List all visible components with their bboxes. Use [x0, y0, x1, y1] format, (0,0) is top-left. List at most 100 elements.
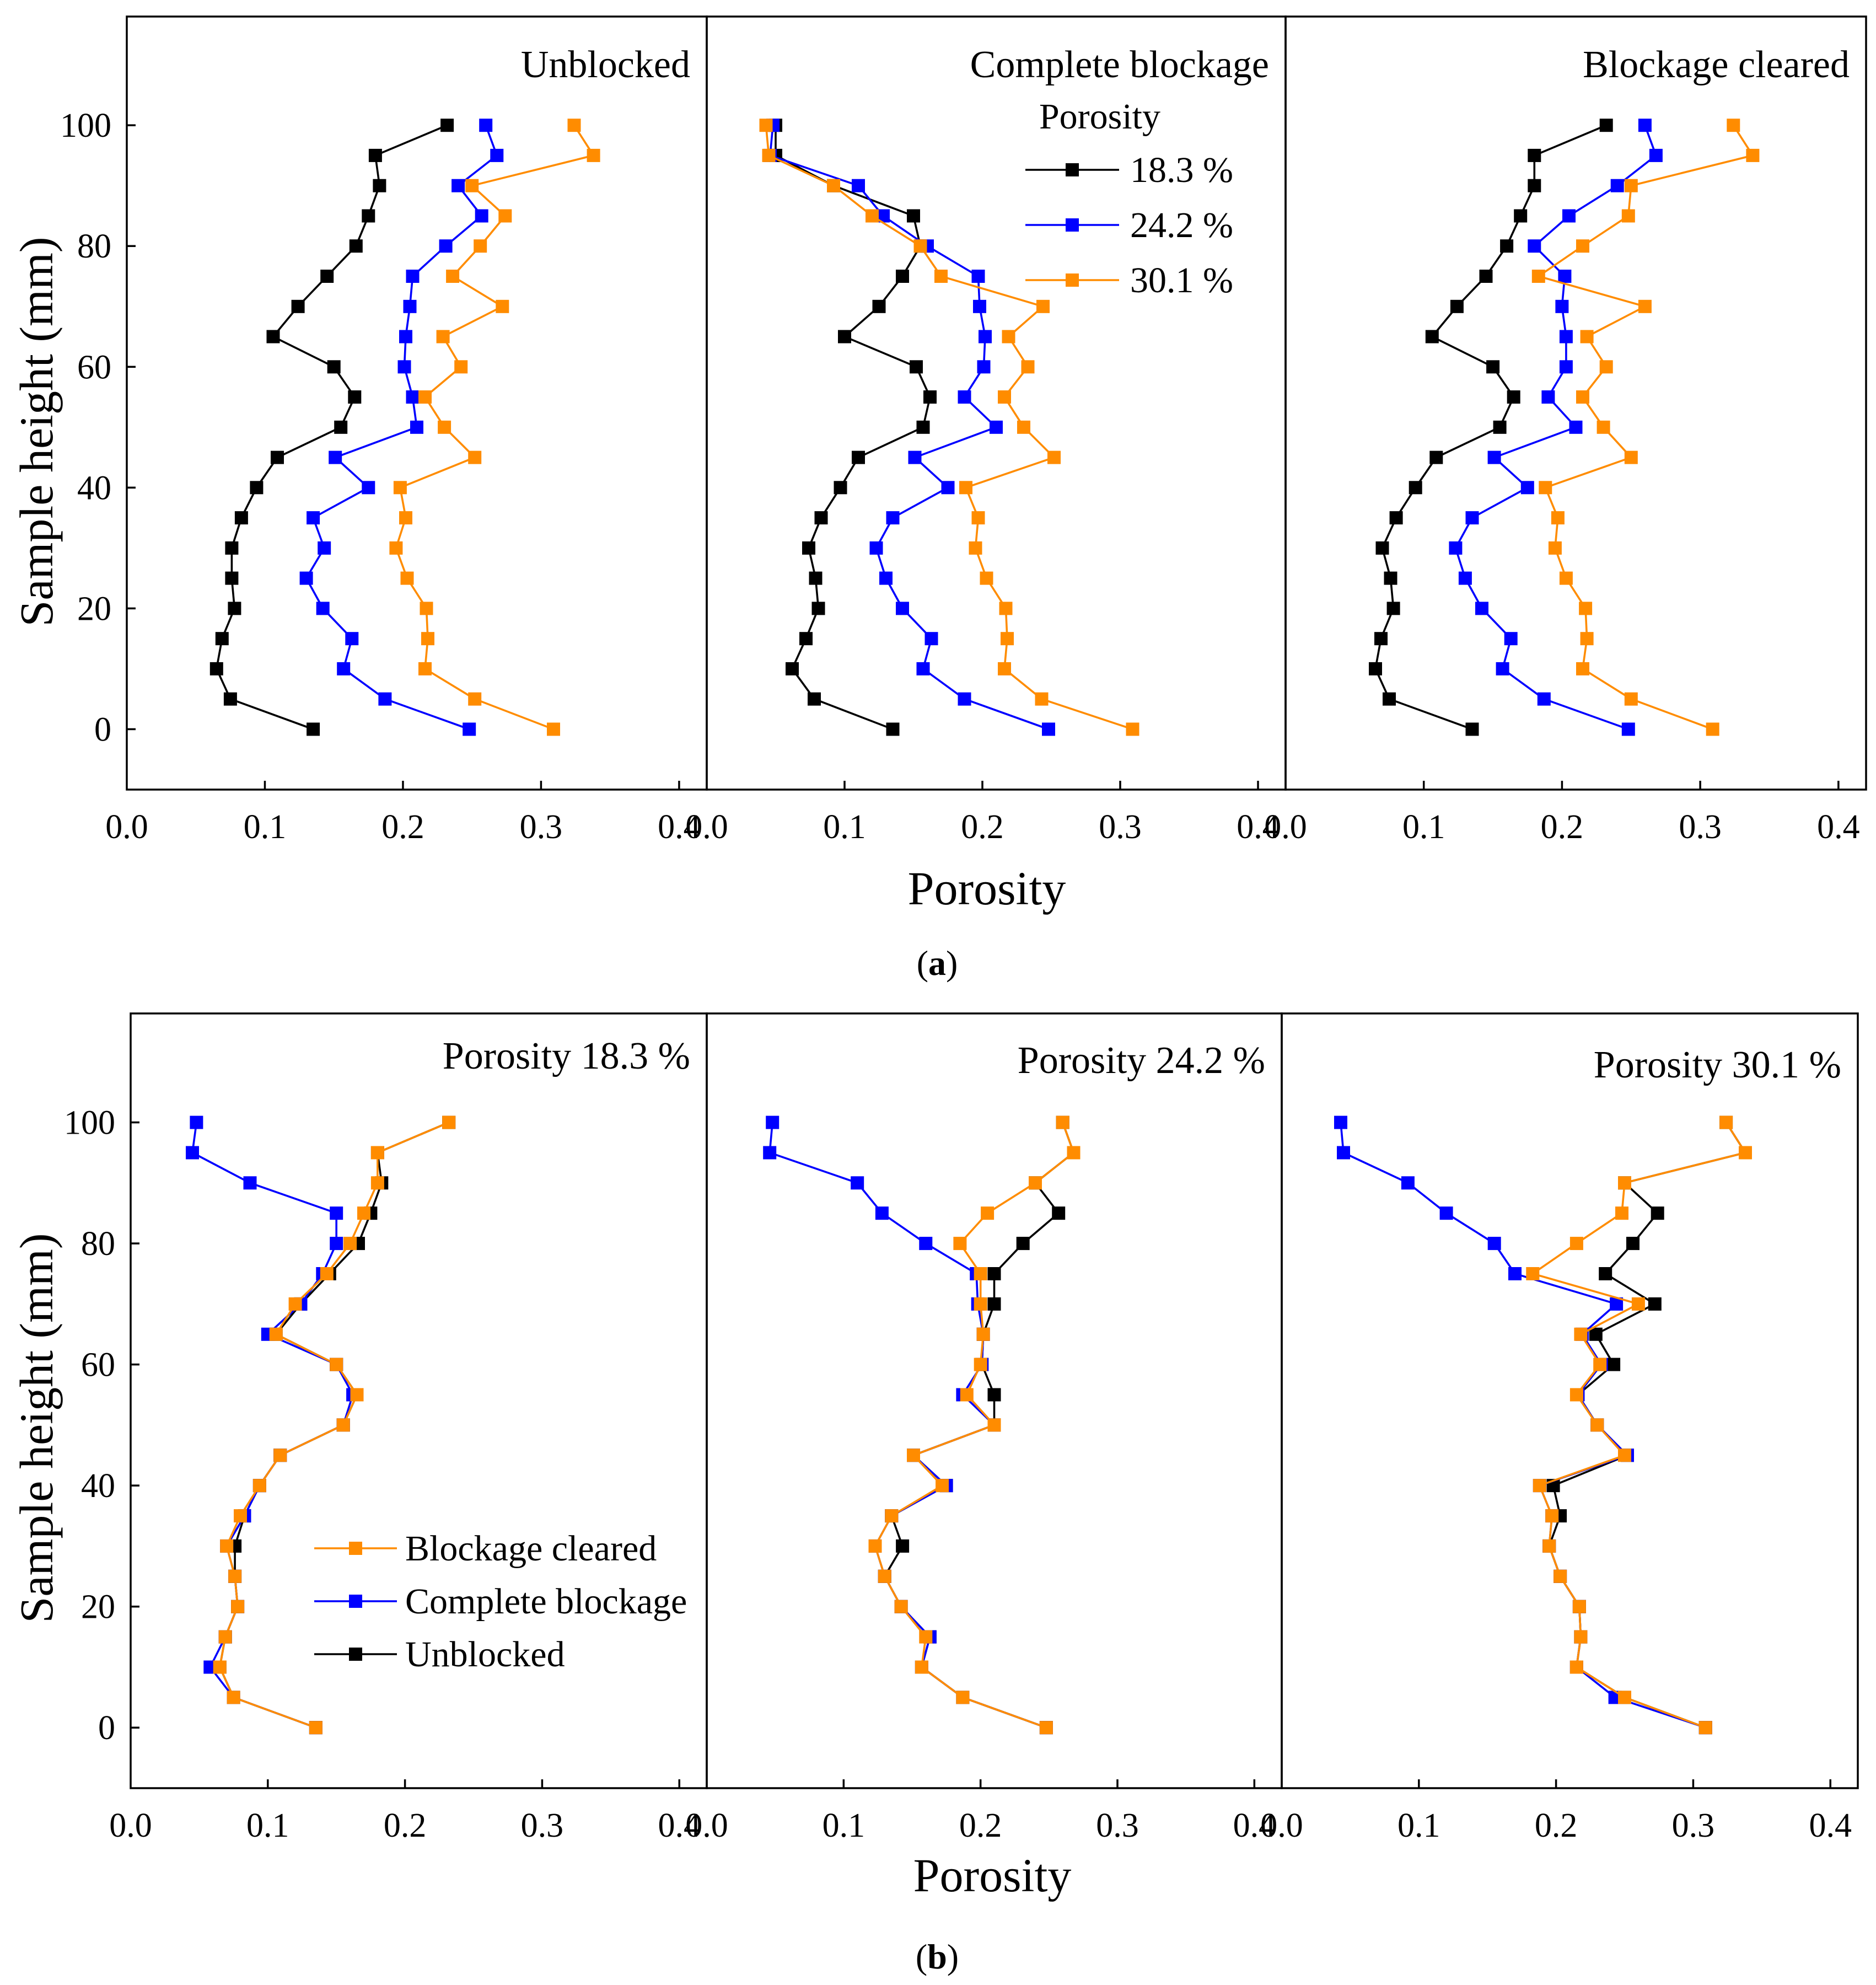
data-point: [916, 662, 930, 675]
series-unblocked: [878, 1115, 1081, 1735]
data-point: [350, 1388, 364, 1402]
data-point: [468, 450, 482, 464]
data-point: [1514, 209, 1528, 223]
data-point: [990, 420, 1003, 434]
data-point: [1545, 1509, 1559, 1523]
data-point: [1621, 209, 1635, 223]
data-point: [1036, 299, 1050, 313]
data-point: [1580, 330, 1594, 344]
data-point: [969, 541, 982, 555]
data-point: [320, 270, 334, 283]
data-point: [1507, 390, 1520, 404]
x-tick-label: 0.1: [1397, 1807, 1440, 1844]
data-point: [330, 1358, 343, 1371]
x-tick-label: 0.2: [384, 1807, 427, 1844]
data-point: [266, 330, 280, 344]
x-tick-label: 0.2: [959, 1807, 1002, 1844]
y-tick-label: 100: [60, 107, 111, 144]
data-point: [981, 1206, 995, 1220]
data-point: [971, 270, 985, 283]
series-30-1-: [759, 119, 1139, 736]
data-point: [1401, 1176, 1415, 1190]
data-point: [1555, 299, 1569, 313]
data-point: [1035, 692, 1049, 706]
data-point: [403, 299, 417, 313]
data-point: [436, 330, 450, 344]
data-point: [1719, 1115, 1733, 1129]
data-point: [327, 360, 341, 374]
figure-a-x-axis-title: Porosity: [908, 862, 1066, 915]
data-point: [1487, 1237, 1501, 1251]
data-point: [974, 1358, 987, 1371]
data-point: [1450, 299, 1464, 313]
x-tick-label: 0.3: [1679, 808, 1722, 846]
panel-2: 0.0 0.1 0.2 0.3 0.4 Complete blockage: [685, 15, 1287, 846]
y-tick-label: 100: [64, 1104, 115, 1142]
data-point: [370, 1176, 384, 1190]
data-point: [1624, 450, 1638, 464]
figure-b-caption-open: (: [916, 1937, 927, 1976]
data-point: [915, 1660, 928, 1674]
data-point: [1383, 692, 1396, 706]
x-tick-label: 0.0: [109, 1807, 152, 1844]
data-point: [320, 1267, 334, 1280]
data-point: [1409, 481, 1422, 495]
data-point: [357, 1206, 370, 1220]
panel-frame: [1281, 1012, 1859, 1789]
y-tick-label: 20: [77, 590, 111, 627]
data-point: [397, 360, 411, 374]
data-point: [866, 209, 879, 223]
data-point: [974, 1267, 987, 1280]
data-point: [190, 1115, 203, 1129]
data-point: [318, 541, 331, 555]
data-point: [953, 1237, 967, 1251]
panel-title: Porosity 24.2 %: [1018, 1039, 1265, 1082]
x-tick-label: 0.2: [961, 808, 1004, 846]
data-point: [1029, 1176, 1042, 1190]
panel-4: 0.0 0.1 0.2 0.3 0.4 0 20 40 60 80 100 Porosity 18.3…: [64, 1012, 708, 1844]
data-point: [316, 602, 330, 615]
data-point: [1624, 179, 1638, 192]
figure-a-legend-label-1: 18.3 %: [1130, 150, 1233, 190]
data-point: [309, 1721, 322, 1735]
y-tick-label: 40: [77, 469, 111, 507]
x-tick-label: 0.4: [1233, 1807, 1276, 1844]
x-tick-label: 0.1: [1402, 808, 1445, 846]
data-point: [998, 662, 1011, 675]
data-point: [1001, 632, 1014, 646]
data-point: [1126, 722, 1139, 736]
panel-title: Porosity 18.3 %: [443, 1035, 690, 1077]
panel-3: 0.0 0.1 0.2 0.3 0.4 Blockage cleared: [1264, 15, 1867, 846]
panel-title: Porosity 30.1 %: [1594, 1044, 1841, 1086]
data-point: [440, 119, 454, 132]
data-point: [463, 722, 476, 736]
data-point: [329, 450, 342, 464]
figure-b-legend-marker-3: [349, 1648, 362, 1661]
x-tick-label: 0.4: [658, 1807, 701, 1844]
data-point: [1496, 662, 1509, 675]
data-point: [872, 299, 886, 313]
y-tick-label: 20: [81, 1589, 115, 1626]
data-point: [1727, 119, 1740, 132]
x-tick-label: 0.4: [1809, 1807, 1852, 1844]
data-point: [998, 390, 1011, 404]
data-point: [225, 571, 239, 585]
data-point: [1047, 450, 1061, 464]
data-point: [987, 1388, 1001, 1402]
data-point: [288, 1297, 302, 1311]
data-point: [979, 330, 992, 344]
data-point: [875, 1206, 889, 1220]
data-point: [399, 511, 412, 525]
data-point: [1597, 420, 1610, 434]
data-point: [474, 239, 487, 253]
data-point: [330, 1206, 343, 1220]
series-blockage-cleared: [868, 1115, 1081, 1735]
figure-a-legend-marker-3: [1066, 273, 1079, 287]
panel-frame: [1284, 15, 1867, 791]
data-point: [271, 450, 284, 464]
data-point: [1337, 1146, 1350, 1160]
data-point: [1638, 119, 1652, 132]
data-point: [924, 632, 938, 646]
figure-b-legend: Blockage cleared Complete blockage Unblo…: [314, 1528, 687, 1675]
data-point: [273, 1448, 287, 1462]
